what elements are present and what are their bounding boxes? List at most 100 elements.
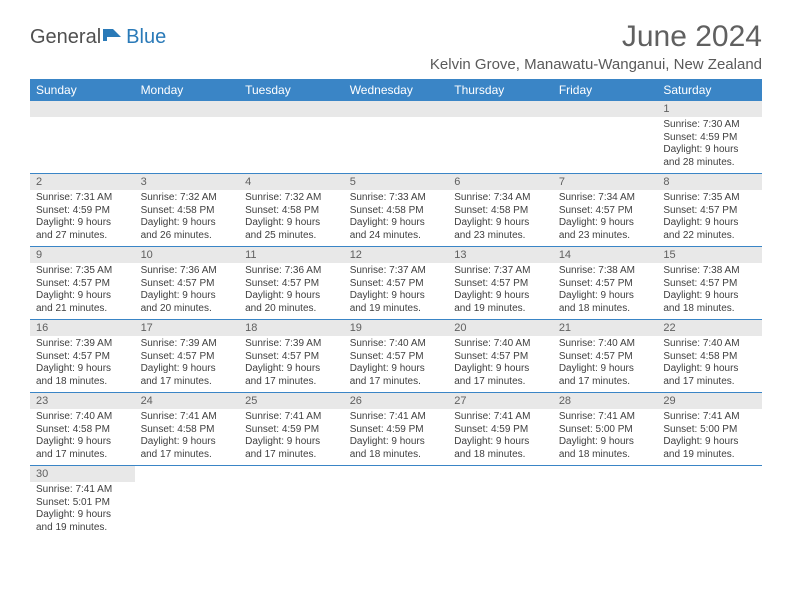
day-details: Sunrise: 7:41 AMSunset: 4:59 PMDaylight:… xyxy=(344,409,449,465)
daylight-line-1: Daylight: 9 hours xyxy=(141,217,234,230)
sunrise-line: Sunrise: 7:41 AM xyxy=(454,411,547,424)
daylight-line-1: Daylight: 9 hours xyxy=(559,217,652,230)
day-number: 21 xyxy=(553,320,658,336)
day-number: 13 xyxy=(448,247,553,263)
sunrise-line: Sunrise: 7:41 AM xyxy=(245,411,338,424)
daylight-line-1: Daylight: 9 hours xyxy=(36,436,129,449)
daylight-line-1: Daylight: 9 hours xyxy=(559,363,652,376)
day-number: 24 xyxy=(135,393,240,409)
weekday-header: Saturday xyxy=(657,79,762,101)
day-number-empty xyxy=(344,101,449,117)
day-number: 22 xyxy=(657,320,762,336)
sunset-line: Sunset: 4:57 PM xyxy=(36,278,129,291)
daylight-line-2: and 17 minutes. xyxy=(245,376,338,389)
month-title: June 2024 xyxy=(430,20,762,54)
day-details: Sunrise: 7:39 AMSunset: 4:57 PMDaylight:… xyxy=(239,336,344,392)
calendar-cell: 20Sunrise: 7:40 AMSunset: 4:57 PMDayligh… xyxy=(448,320,553,393)
sunset-line: Sunset: 4:57 PM xyxy=(245,351,338,364)
weekday-header: Wednesday xyxy=(344,79,449,101)
day-number: 17 xyxy=(135,320,240,336)
daylight-line-1: Daylight: 9 hours xyxy=(36,363,129,376)
sunrise-line: Sunrise: 7:37 AM xyxy=(454,265,547,278)
sunset-line: Sunset: 4:57 PM xyxy=(36,351,129,364)
day-number-empty xyxy=(239,101,344,117)
sunrise-line: Sunrise: 7:39 AM xyxy=(36,338,129,351)
day-details: Sunrise: 7:31 AMSunset: 4:59 PMDaylight:… xyxy=(30,190,135,246)
calendar-cell: 1Sunrise: 7:30 AMSunset: 4:59 PMDaylight… xyxy=(657,101,762,174)
day-number: 8 xyxy=(657,174,762,190)
sunrise-line: Sunrise: 7:39 AM xyxy=(141,338,234,351)
calendar-cell xyxy=(448,101,553,174)
day-details: Sunrise: 7:37 AMSunset: 4:57 PMDaylight:… xyxy=(448,263,553,319)
day-details: Sunrise: 7:38 AMSunset: 4:57 PMDaylight:… xyxy=(657,263,762,319)
sunrise-line: Sunrise: 7:41 AM xyxy=(350,411,443,424)
weekday-header-row: Sunday Monday Tuesday Wednesday Thursday… xyxy=(30,79,762,101)
sunrise-line: Sunrise: 7:33 AM xyxy=(350,192,443,205)
daylight-line-2: and 18 minutes. xyxy=(36,376,129,389)
daylight-line-1: Daylight: 9 hours xyxy=(350,363,443,376)
sunrise-line: Sunrise: 7:37 AM xyxy=(350,265,443,278)
day-details: Sunrise: 7:32 AMSunset: 4:58 PMDaylight:… xyxy=(135,190,240,246)
daylight-line-1: Daylight: 9 hours xyxy=(36,217,129,230)
calendar-cell xyxy=(344,466,449,539)
calendar-row: 23Sunrise: 7:40 AMSunset: 4:58 PMDayligh… xyxy=(30,393,762,466)
header: GeneralBlue June 2024 Kelvin Grove, Mana… xyxy=(30,20,762,73)
calendar-row: 9Sunrise: 7:35 AMSunset: 4:57 PMDaylight… xyxy=(30,247,762,320)
sunrise-line: Sunrise: 7:41 AM xyxy=(663,411,756,424)
day-details: Sunrise: 7:40 AMSunset: 4:58 PMDaylight:… xyxy=(657,336,762,392)
daylight-line-1: Daylight: 9 hours xyxy=(350,290,443,303)
day-details: Sunrise: 7:40 AMSunset: 4:58 PMDaylight:… xyxy=(30,409,135,465)
sunset-line: Sunset: 4:57 PM xyxy=(350,351,443,364)
day-details: Sunrise: 7:41 AMSunset: 5:00 PMDaylight:… xyxy=(657,409,762,465)
sunrise-line: Sunrise: 7:41 AM xyxy=(36,484,129,497)
calendar-cell xyxy=(553,101,658,174)
sunrise-line: Sunrise: 7:40 AM xyxy=(663,338,756,351)
calendar-cell xyxy=(657,466,762,539)
daylight-line-1: Daylight: 9 hours xyxy=(454,290,547,303)
calendar-cell: 7Sunrise: 7:34 AMSunset: 4:57 PMDaylight… xyxy=(553,174,658,247)
daylight-line-2: and 17 minutes. xyxy=(350,376,443,389)
sunset-line: Sunset: 4:59 PM xyxy=(454,424,547,437)
day-number: 2 xyxy=(30,174,135,190)
day-details: Sunrise: 7:40 AMSunset: 4:57 PMDaylight:… xyxy=(344,336,449,392)
daylight-line-1: Daylight: 9 hours xyxy=(454,217,547,230)
sunset-line: Sunset: 4:57 PM xyxy=(559,278,652,291)
day-number: 19 xyxy=(344,320,449,336)
calendar-row: 30Sunrise: 7:41 AMSunset: 5:01 PMDayligh… xyxy=(30,466,762,539)
calendar-cell: 29Sunrise: 7:41 AMSunset: 5:00 PMDayligh… xyxy=(657,393,762,466)
location: Kelvin Grove, Manawatu-Wanganui, New Zea… xyxy=(430,56,762,73)
sunrise-line: Sunrise: 7:41 AM xyxy=(141,411,234,424)
calendar-cell: 5Sunrise: 7:33 AMSunset: 4:58 PMDaylight… xyxy=(344,174,449,247)
calendar-cell xyxy=(553,466,658,539)
day-details: Sunrise: 7:41 AMSunset: 4:59 PMDaylight:… xyxy=(239,409,344,465)
calendar-cell: 30Sunrise: 7:41 AMSunset: 5:01 PMDayligh… xyxy=(30,466,135,539)
sunset-line: Sunset: 4:58 PM xyxy=(350,205,443,218)
title-block: June 2024 Kelvin Grove, Manawatu-Wanganu… xyxy=(430,20,762,73)
daylight-line-2: and 17 minutes. xyxy=(245,449,338,462)
daylight-line-1: Daylight: 9 hours xyxy=(663,436,756,449)
sunset-line: Sunset: 4:57 PM xyxy=(454,351,547,364)
sunset-line: Sunset: 4:57 PM xyxy=(559,351,652,364)
calendar-cell: 19Sunrise: 7:40 AMSunset: 4:57 PMDayligh… xyxy=(344,320,449,393)
daylight-line-2: and 17 minutes. xyxy=(454,376,547,389)
day-number: 30 xyxy=(30,466,135,482)
sunset-line: Sunset: 4:58 PM xyxy=(141,205,234,218)
daylight-line-2: and 21 minutes. xyxy=(36,303,129,316)
day-details: Sunrise: 7:41 AMSunset: 4:59 PMDaylight:… xyxy=(448,409,553,465)
calendar-cell xyxy=(239,101,344,174)
calendar-cell xyxy=(135,466,240,539)
day-details: Sunrise: 7:37 AMSunset: 4:57 PMDaylight:… xyxy=(344,263,449,319)
daylight-line-2: and 18 minutes. xyxy=(663,303,756,316)
day-number: 7 xyxy=(553,174,658,190)
daylight-line-1: Daylight: 9 hours xyxy=(245,217,338,230)
weekday-header: Sunday xyxy=(30,79,135,101)
calendar-row: 1Sunrise: 7:30 AMSunset: 4:59 PMDaylight… xyxy=(30,101,762,174)
daylight-line-1: Daylight: 9 hours xyxy=(36,290,129,303)
day-number: 4 xyxy=(239,174,344,190)
sunrise-line: Sunrise: 7:40 AM xyxy=(454,338,547,351)
daylight-line-1: Daylight: 9 hours xyxy=(245,436,338,449)
daylight-line-2: and 20 minutes. xyxy=(141,303,234,316)
sunset-line: Sunset: 4:58 PM xyxy=(36,424,129,437)
day-number: 18 xyxy=(239,320,344,336)
daylight-line-2: and 24 minutes. xyxy=(350,230,443,243)
